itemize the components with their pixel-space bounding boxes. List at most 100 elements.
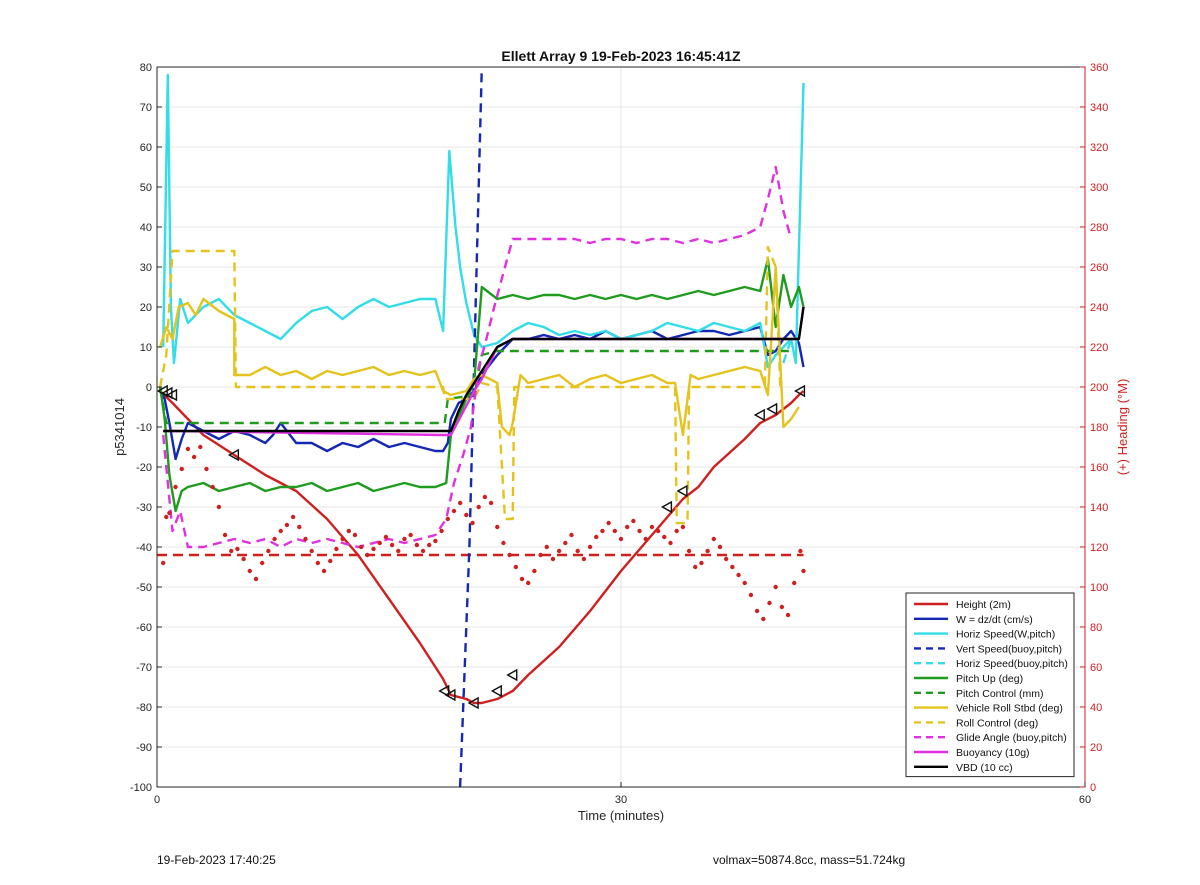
x-axis-label: Time (minutes) bbox=[578, 808, 664, 823]
heading-point bbox=[655, 528, 661, 534]
heading-point bbox=[736, 572, 741, 578]
y-tick-label-right: 0 bbox=[1090, 782, 1096, 794]
heading-point bbox=[705, 548, 710, 554]
legend-label-horiz-speed-buoy-pitch: Horiz Speed(buoy,pitch) bbox=[956, 658, 1068, 670]
series-horiz-speed-w-pitch bbox=[162, 73, 805, 369]
y-axis-label-right: (+) Heading (°M) bbox=[1115, 379, 1130, 476]
y-tick-label-left: -60 bbox=[136, 622, 152, 634]
y-tick-label-right: 280 bbox=[1090, 222, 1108, 234]
height-markers bbox=[156, 384, 806, 710]
height-marker bbox=[676, 484, 688, 498]
y-tick-label-left: 70 bbox=[140, 102, 152, 114]
heading-point bbox=[748, 592, 754, 598]
heading-point bbox=[730, 564, 735, 570]
y-tick-label-left: -80 bbox=[136, 702, 152, 714]
heading-point bbox=[383, 534, 389, 540]
height-marker bbox=[490, 684, 502, 698]
series-height-2m bbox=[159, 390, 805, 705]
height-marker bbox=[444, 688, 456, 702]
y-tick-label-left: 60 bbox=[140, 142, 152, 154]
y-tick-label-right: 240 bbox=[1090, 302, 1108, 314]
y-tick-label-right: 180 bbox=[1090, 422, 1108, 434]
heading-point bbox=[631, 518, 636, 524]
heading-point bbox=[259, 560, 265, 566]
heading-point bbox=[538, 552, 543, 558]
heading-point bbox=[612, 528, 618, 534]
height-marker bbox=[753, 408, 765, 422]
y-tick-label-right: 220 bbox=[1090, 342, 1108, 354]
heading-point bbox=[247, 568, 252, 574]
heading-point bbox=[501, 540, 506, 546]
y-tick-label-left: 80 bbox=[140, 62, 152, 74]
heading-point bbox=[253, 576, 259, 582]
heading-point bbox=[346, 528, 351, 534]
height-marker bbox=[166, 388, 178, 402]
heading-point bbox=[668, 540, 673, 546]
heading-point bbox=[377, 540, 382, 546]
y-tick-label-left: -70 bbox=[136, 662, 152, 674]
heading-point bbox=[563, 540, 568, 546]
heading-dots bbox=[160, 444, 806, 622]
legend: Height (2m) W = dz/dt (cm/s) Horiz Speed(W… bbox=[905, 592, 1075, 778]
series-vbd-10-cc bbox=[163, 306, 805, 433]
heading-point bbox=[624, 524, 630, 530]
heading-point bbox=[216, 504, 222, 510]
heading-point bbox=[532, 568, 537, 574]
heading-point bbox=[198, 444, 203, 450]
legend-label-w-dz-dt-cm-s: W = dz/dt (cm/s) bbox=[956, 614, 1033, 626]
heading-point bbox=[767, 600, 772, 606]
heading-point bbox=[581, 556, 587, 562]
y-tick-label-left: 0 bbox=[146, 382, 152, 394]
height-marker bbox=[660, 500, 673, 514]
heading-point bbox=[594, 534, 599, 540]
heading-point bbox=[569, 532, 574, 538]
legend-label-glide-angle-buoy-pitch: Glide Angle (buoy,pitch) bbox=[956, 732, 1067, 744]
heading-point bbox=[414, 542, 420, 548]
heading-point bbox=[334, 546, 339, 552]
heading-point bbox=[606, 520, 611, 526]
heading-point bbox=[550, 556, 556, 562]
y-tick-label-left: 50 bbox=[140, 182, 152, 194]
heading-point bbox=[173, 484, 178, 490]
series-horiz-speed-buoy-pitch bbox=[782, 338, 793, 364]
y-tick-label-right: 120 bbox=[1090, 542, 1108, 554]
heading-point bbox=[457, 500, 463, 506]
heading-point bbox=[371, 546, 376, 552]
heading-point bbox=[761, 616, 766, 622]
heading-point bbox=[365, 552, 370, 558]
heading-point bbox=[693, 564, 698, 570]
heading-point bbox=[439, 528, 444, 534]
legend-label-vehicle-roll-stbd-deg: Vehicle Roll Stbd (deg) bbox=[956, 703, 1063, 715]
y-tick-label-right: 140 bbox=[1090, 502, 1108, 514]
y-tick-label-left: -20 bbox=[136, 462, 152, 474]
series-group bbox=[158, 66, 805, 788]
y-tick-label-right: 80 bbox=[1090, 622, 1102, 634]
legend-label-height-2m: Height (2m) bbox=[956, 599, 1011, 611]
heading-point bbox=[600, 528, 605, 534]
y-tick-label-left: 20 bbox=[140, 302, 152, 314]
y-tick-label-left: -40 bbox=[136, 542, 152, 554]
heading-point bbox=[309, 548, 314, 554]
heading-point bbox=[507, 552, 512, 558]
legend-label-vert-speed-buoy-pitch: Vert Speed(buoy,pitch) bbox=[956, 643, 1062, 655]
heading-point bbox=[321, 568, 327, 574]
y-tick-label-right: 100 bbox=[1090, 582, 1108, 594]
heading-point bbox=[179, 466, 184, 472]
heading-point bbox=[773, 584, 778, 590]
heading-point bbox=[801, 568, 806, 574]
heading-point bbox=[241, 556, 246, 562]
heading-point bbox=[433, 538, 438, 544]
y-tick-label-left: -10 bbox=[136, 422, 152, 434]
y-tick-label-right: 20 bbox=[1090, 742, 1102, 754]
heading-point bbox=[278, 528, 283, 534]
footer-volmax-mass: volmax=50874.8cc, mass=51.724kg bbox=[713, 853, 906, 867]
legend-box bbox=[905, 592, 1075, 778]
y-tick-label-right: 320 bbox=[1090, 142, 1108, 154]
legend-label-pitch-control-mm: Pitch Control (mm) bbox=[956, 688, 1044, 700]
heading-point bbox=[402, 536, 407, 542]
heading-point bbox=[464, 512, 469, 518]
series-pitch-control-mm bbox=[158, 349, 792, 425]
heading-point bbox=[451, 508, 457, 514]
heading-point bbox=[723, 556, 729, 562]
